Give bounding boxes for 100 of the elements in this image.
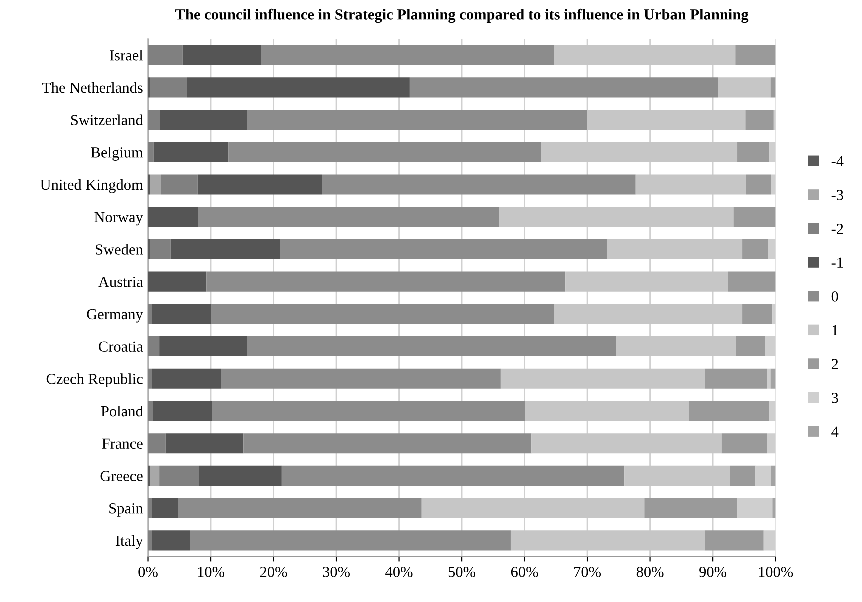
bar xyxy=(742,239,768,260)
bar xyxy=(154,142,229,162)
bar xyxy=(150,174,162,195)
bar xyxy=(170,239,280,260)
legend-label: 1 xyxy=(832,325,838,336)
bar xyxy=(160,466,200,486)
x-tick-label: 0% xyxy=(138,567,158,578)
bar xyxy=(767,368,771,389)
x-tick-label: 100% xyxy=(759,567,794,578)
bar xyxy=(153,401,212,422)
legend-label: 2 xyxy=(832,359,838,370)
bar xyxy=(206,272,566,292)
y-tick-label: Sweden xyxy=(96,244,144,255)
y-tick-label: Switzerland xyxy=(71,114,144,126)
bar xyxy=(728,272,776,292)
bar xyxy=(198,174,322,195)
bar xyxy=(152,498,178,518)
x-tick-label: 70% xyxy=(574,567,602,578)
bar xyxy=(738,498,773,518)
y-tick-label: Italy xyxy=(116,535,144,550)
bar xyxy=(736,336,766,357)
bar xyxy=(280,239,607,260)
x-tick-label: 20% xyxy=(260,567,288,578)
y-tick-label: Croatia xyxy=(99,342,144,352)
bar xyxy=(771,466,776,486)
bar xyxy=(152,304,212,324)
bar xyxy=(148,45,183,66)
bar xyxy=(746,174,772,195)
legend-label: 3 xyxy=(832,393,838,404)
bar xyxy=(148,530,152,551)
y-tick-label: The Netherlands xyxy=(42,82,143,94)
bar xyxy=(148,272,207,292)
bar xyxy=(166,434,244,454)
y-tick-label: Israel xyxy=(110,50,144,61)
bar xyxy=(148,401,154,422)
y-tick-label: Norway xyxy=(94,212,144,226)
legend-label: -2 xyxy=(832,224,844,234)
bar xyxy=(148,336,160,357)
y-tick-label: United Kingdom xyxy=(40,179,144,194)
bar xyxy=(161,174,198,195)
bar xyxy=(160,336,248,357)
bar xyxy=(148,207,198,228)
bar xyxy=(772,498,776,518)
bar xyxy=(247,110,588,130)
bar xyxy=(738,142,770,162)
bar xyxy=(211,304,554,324)
bar xyxy=(746,110,774,130)
x-tick-label: 50% xyxy=(448,567,476,578)
bar xyxy=(190,530,511,551)
y-tick-label: Germany xyxy=(87,309,144,323)
y-tick-label: Spain xyxy=(110,504,144,517)
bar xyxy=(756,466,772,486)
bar xyxy=(410,78,718,98)
bar xyxy=(152,368,222,389)
x-tick-label: 40% xyxy=(386,567,413,578)
bar xyxy=(198,207,500,228)
legend-label: 0 xyxy=(832,292,838,302)
legend-label: -1 xyxy=(832,258,844,268)
bar xyxy=(212,401,526,422)
y-tick-label: Greece xyxy=(100,471,143,482)
x-tick-label: 60% xyxy=(511,567,538,578)
bar xyxy=(704,368,768,389)
bar xyxy=(148,434,166,454)
bar xyxy=(152,530,190,551)
bar xyxy=(148,368,152,389)
bar xyxy=(160,110,248,130)
chart-title: The council influence in Strategic Planning compared to its influence in Urban Planning xyxy=(176,8,749,24)
y-tick-label: Austria xyxy=(98,276,144,288)
bar xyxy=(228,142,542,162)
legend-label: -3 xyxy=(832,190,844,200)
y-tick-label: Poland xyxy=(101,406,144,417)
bar xyxy=(182,45,262,66)
bar xyxy=(322,174,636,195)
bar xyxy=(148,304,152,324)
bar xyxy=(722,434,768,454)
x-tick-label: 10% xyxy=(198,567,224,578)
bar xyxy=(282,466,625,486)
bar xyxy=(261,45,554,66)
legend-label: -4 xyxy=(832,156,844,166)
bar xyxy=(244,434,532,454)
x-tick-label: 90% xyxy=(700,567,727,578)
x-tick-label: 80% xyxy=(636,567,664,578)
bar xyxy=(148,142,154,162)
bar xyxy=(734,207,776,228)
y-tick-label: Belgium xyxy=(91,147,144,161)
legend-label: 4 xyxy=(832,426,839,437)
x-tick-label: 30% xyxy=(323,567,350,578)
bar xyxy=(730,466,756,486)
y-tick-label: France xyxy=(102,438,143,450)
bar xyxy=(187,78,410,98)
bar xyxy=(148,498,152,518)
bar xyxy=(718,78,771,98)
bar xyxy=(247,336,616,357)
bar xyxy=(742,304,773,324)
bar xyxy=(150,239,171,260)
bar xyxy=(148,110,160,130)
bar xyxy=(178,498,422,518)
y-tick-label: Czech Republic xyxy=(46,374,143,388)
bar xyxy=(150,78,188,98)
bar xyxy=(150,466,160,486)
